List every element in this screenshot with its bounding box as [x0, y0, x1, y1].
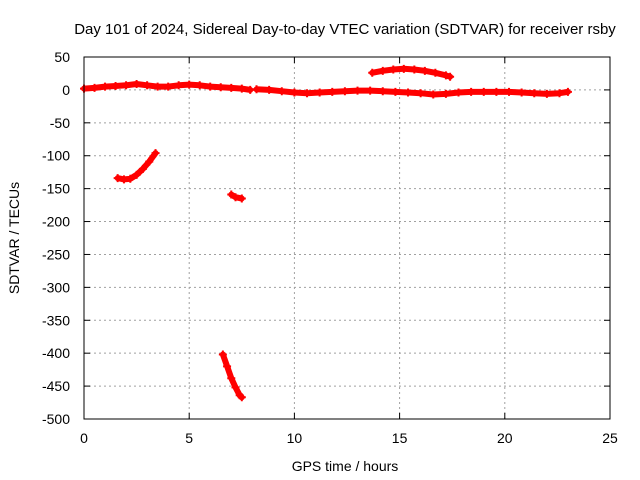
x-axis-label: GPS time / hours	[292, 458, 399, 474]
data-point	[206, 82, 215, 91]
data-point	[368, 68, 377, 77]
y-tick-label: -350	[42, 312, 70, 328]
data-point	[530, 89, 539, 98]
data-point	[237, 84, 246, 93]
data-point	[231, 193, 240, 202]
data-point	[237, 194, 246, 203]
data-point	[126, 174, 135, 183]
data-point	[542, 89, 551, 98]
data-point	[416, 89, 425, 98]
data-point	[174, 81, 183, 90]
data-point	[164, 82, 173, 91]
data-point	[290, 88, 299, 97]
data-point	[378, 87, 387, 96]
data-point	[420, 66, 429, 75]
data-point	[410, 65, 419, 74]
data-point	[454, 88, 463, 97]
data-point	[404, 88, 413, 97]
data-point	[563, 87, 572, 96]
axis-ticks: 0 5 10 15 20 25 50 0 -50 -100 -150 -200 -250 -300 -350…	[42, 49, 618, 446]
data-point	[389, 65, 398, 74]
data-point	[111, 81, 120, 90]
data-point	[391, 87, 400, 96]
data-point	[138, 164, 147, 173]
y-tick-label: -200	[42, 214, 70, 230]
plot-frame	[83, 56, 611, 420]
data-point	[113, 174, 122, 183]
data-point	[441, 89, 450, 98]
data-point	[446, 72, 455, 81]
data-point	[315, 88, 324, 97]
data-point	[441, 71, 450, 80]
y-axis-label: SDTVAR / TECUs	[6, 182, 22, 294]
x-tick-label: 10	[287, 430, 303, 446]
data-point	[122, 81, 131, 90]
y-tick-label: 0	[62, 82, 70, 98]
data-series-6	[219, 351, 245, 401]
data-point	[399, 64, 408, 73]
x-tick-label: 0	[80, 430, 88, 446]
data-point	[227, 190, 236, 199]
data-point	[195, 81, 204, 90]
data-point	[185, 80, 194, 89]
y-tick-label: -150	[42, 181, 70, 197]
data-point	[467, 87, 476, 96]
y-tick-label: 50	[54, 49, 70, 65]
data-point	[277, 87, 286, 96]
y-tick-label: -500	[42, 411, 70, 427]
data-point	[145, 157, 154, 166]
data-point	[231, 383, 240, 392]
data-point	[227, 374, 236, 383]
y-tick-label: -400	[42, 345, 70, 361]
y-tick-label: -300	[42, 279, 70, 295]
y-tick-label: -450	[42, 378, 70, 394]
data-point	[216, 83, 225, 92]
y-tick-label: -100	[42, 148, 70, 164]
data-point	[132, 170, 141, 179]
y-tick-label: -50	[50, 115, 70, 131]
data-point	[555, 89, 564, 98]
data-point	[237, 393, 246, 402]
data-point	[151, 149, 160, 158]
data-point	[378, 66, 387, 75]
data-point	[353, 86, 362, 95]
data-point	[479, 87, 488, 96]
data-point	[328, 87, 337, 96]
data-point	[143, 81, 152, 90]
data-point	[132, 79, 141, 88]
data-point	[218, 350, 227, 359]
x-tick-label: 25	[602, 430, 618, 446]
data-point	[101, 82, 110, 91]
data-point	[90, 83, 99, 92]
x-tick-label: 5	[185, 430, 193, 446]
data-point	[265, 85, 274, 94]
data-point	[431, 68, 440, 77]
data-point	[227, 83, 236, 92]
data-point	[505, 87, 514, 96]
data-point	[303, 89, 312, 98]
data-point	[517, 88, 526, 97]
x-tick-label: 20	[497, 430, 513, 446]
data-point	[223, 362, 232, 371]
chart-title: Day 101 of 2024, Sidereal Day-to-day VTE…	[74, 21, 616, 38]
x-tick-label: 15	[392, 430, 408, 446]
y-tick-label: -250	[42, 246, 70, 262]
data-point	[366, 86, 375, 95]
data-point	[492, 87, 501, 96]
data-point	[153, 82, 162, 91]
data-point	[340, 87, 349, 96]
plot-area	[80, 64, 572, 402]
data-point	[429, 90, 438, 99]
grid	[84, 57, 610, 419]
data-point	[252, 85, 261, 94]
